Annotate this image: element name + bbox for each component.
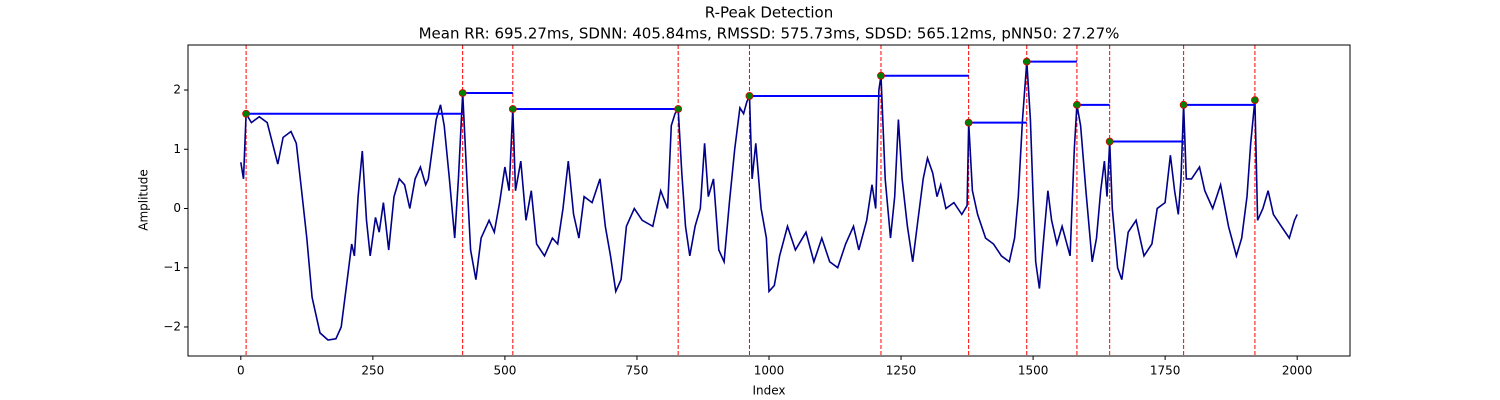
chart-subtitle: Mean RR: 695.27ms, SDNN: 405.84ms, RMSSD…	[419, 25, 1120, 43]
chart-title: R-Peak Detection	[705, 4, 833, 22]
y-tick-label: 2	[173, 83, 181, 97]
x-tick-label: 2000	[1282, 364, 1313, 378]
peak-marker	[1022, 57, 1031, 66]
x-tick-label: 1750	[1150, 364, 1181, 378]
x-tick-label: 0	[237, 364, 245, 378]
peak-marker	[964, 118, 973, 127]
signal-line	[240, 61, 1298, 341]
peak-marker	[1179, 100, 1188, 109]
x-tick-label: 500	[493, 364, 516, 378]
y-tick-label: 0	[173, 201, 181, 215]
x-tick-label: 1250	[886, 364, 917, 378]
peak-marker	[745, 92, 754, 100]
peak-marker	[1251, 96, 1259, 104]
peak-marker	[877, 71, 885, 80]
x-tick-label: 1500	[1018, 364, 1049, 378]
y-tick-label: −2	[163, 319, 181, 333]
plot-frame	[187, 44, 1351, 357]
peak-marker	[674, 105, 683, 113]
y-axis-label: Amplitude	[137, 169, 151, 231]
x-tick-label: 250	[361, 364, 384, 378]
peak-marker	[1105, 137, 1114, 146]
x-tick-label: 750	[626, 364, 649, 378]
peak-marker	[508, 105, 517, 113]
peak-marker	[1073, 100, 1081, 109]
peak-marker	[458, 89, 467, 97]
x-axis-label: Index	[752, 384, 785, 398]
peak-marker	[242, 109, 251, 118]
y-tick-label: −1	[163, 260, 181, 274]
x-tick-label: 1000	[754, 364, 785, 378]
y-tick-label: 1	[173, 142, 181, 156]
